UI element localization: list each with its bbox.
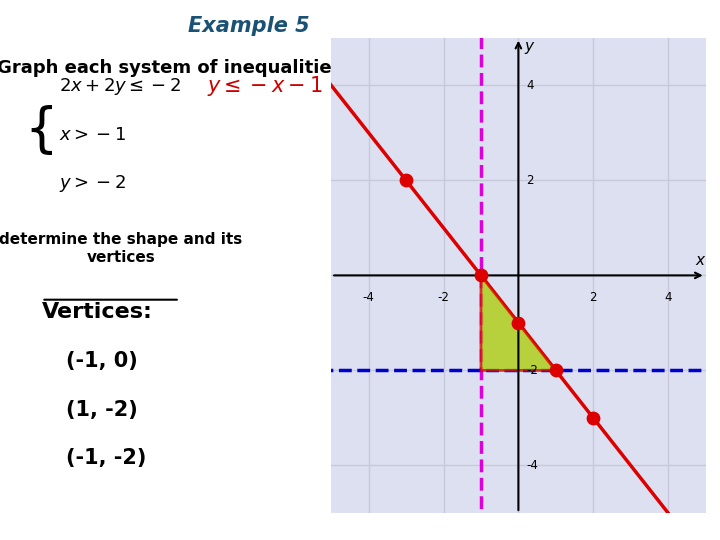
- Text: Vertices:: Vertices:: [42, 302, 153, 322]
- Text: x: x: [696, 253, 704, 268]
- Text: -2: -2: [438, 291, 449, 303]
- Polygon shape: [481, 275, 556, 370]
- Text: determine the shape and its
vertices: determine the shape and its vertices: [0, 232, 243, 265]
- Text: $2x+2y\leq-2$: $2x+2y\leq-2$: [59, 76, 181, 97]
- Text: 4: 4: [665, 291, 672, 303]
- Text: (1, -2): (1, -2): [66, 400, 138, 420]
- Text: $y>-2$: $y>-2$: [59, 173, 126, 194]
- Point: [400, 176, 412, 185]
- Point: [513, 319, 524, 327]
- Text: $\{$: $\{$: [24, 103, 53, 157]
- Text: Example 5: Example 5: [188, 16, 310, 36]
- Text: -2: -2: [526, 364, 538, 377]
- Point: [550, 366, 562, 375]
- Point: [475, 271, 487, 280]
- Text: 4: 4: [526, 79, 534, 92]
- Text: y: y: [524, 39, 534, 54]
- Text: $x>-1$: $x>-1$: [59, 126, 126, 144]
- Text: (-1, 0): (-1, 0): [66, 351, 138, 371]
- Text: $y\leq-x-1$: $y\leq-x-1$: [207, 75, 323, 98]
- Point: [588, 414, 599, 422]
- Text: (-1, -2): (-1, -2): [66, 448, 146, 468]
- Text: -4: -4: [363, 291, 374, 303]
- Text: -4: -4: [526, 459, 538, 472]
- Text: Graph each system of inequalities.: Graph each system of inequalities.: [0, 59, 349, 77]
- Text: 2: 2: [590, 291, 597, 303]
- Text: 2: 2: [526, 174, 534, 187]
